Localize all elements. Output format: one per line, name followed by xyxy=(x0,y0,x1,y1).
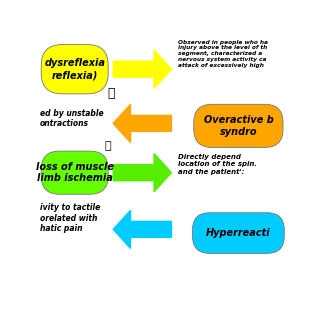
FancyArrow shape xyxy=(113,104,172,142)
Text: Directly depend
location of the spin.
and the patient':: Directly depend location of the spin. an… xyxy=(178,154,257,175)
Text: ivity to tactile
orelated with
hatic pain: ivity to tactile orelated with hatic pai… xyxy=(40,204,100,233)
Text: ed by unstable
ontractions: ed by unstable ontractions xyxy=(40,108,104,128)
Text: 🤚: 🤚 xyxy=(107,87,115,100)
Text: loss of muscle
limb ischemia: loss of muscle limb ischemia xyxy=(36,162,114,183)
FancyBboxPatch shape xyxy=(41,44,108,94)
Text: Hyperreacti: Hyperreacti xyxy=(206,228,271,238)
Text: 💪: 💪 xyxy=(105,140,111,151)
Text: dysreflexia
reflexia): dysreflexia reflexia) xyxy=(44,58,105,80)
Text: Overactive b
syndro: Overactive b syndro xyxy=(204,115,273,137)
FancyArrow shape xyxy=(113,50,172,88)
FancyArrow shape xyxy=(113,154,172,192)
FancyArrow shape xyxy=(113,210,172,248)
FancyBboxPatch shape xyxy=(41,151,108,194)
FancyBboxPatch shape xyxy=(193,213,284,253)
FancyBboxPatch shape xyxy=(194,104,283,148)
Text: Observed in people who ha
injury above the level of th
segment, characterized a
: Observed in people who ha injury above t… xyxy=(178,40,268,68)
